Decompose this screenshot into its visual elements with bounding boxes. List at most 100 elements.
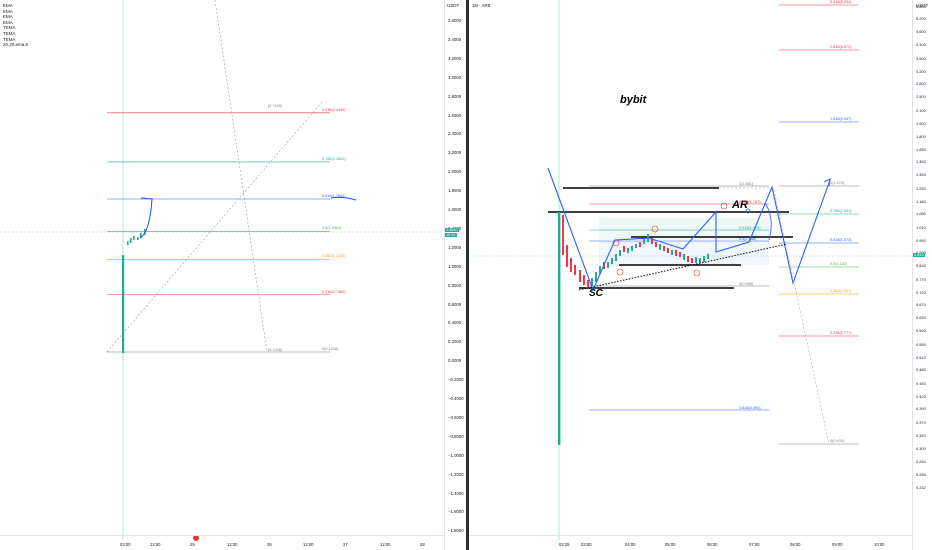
drawn-curve bbox=[764, 202, 772, 241]
price-tick: −0.4000 bbox=[448, 396, 464, 401]
left-countdown: 19:12 bbox=[445, 233, 457, 237]
candle bbox=[133, 236, 135, 240]
candle bbox=[643, 238, 645, 244]
time-tick: 03:00 bbox=[120, 542, 131, 547]
wave-point-marker-icon bbox=[612, 239, 620, 247]
right-price-axis[interactable]: USDT 5.800 5.200 4.600 4.100 3.600 3.200 2.800… bbox=[912, 0, 932, 550]
indicator-item: 20.20.ema.6 bbox=[3, 42, 29, 48]
trend-line bbox=[578, 243, 788, 291]
price-tick: −1.6000 bbox=[448, 509, 464, 515]
candle bbox=[595, 272, 597, 282]
time-tick: 07:00 bbox=[749, 542, 760, 547]
price-tick: 2.2000 bbox=[448, 150, 462, 156]
candle bbox=[663, 246, 665, 251]
price-tick: 0.300 bbox=[916, 446, 926, 451]
left-price-axis[interactable]: USDT 3.6000 3.4000 3.2000 3.0000 2.8000 2.600… bbox=[444, 0, 467, 550]
price-tick: 3.600 bbox=[916, 56, 926, 61]
fib-level-label: 0.786(2.1820) bbox=[322, 156, 346, 161]
price-tick: 0.450 bbox=[916, 381, 926, 386]
left-chart-pane[interactable]: EMA EMA EMA EMA TEMA TEMA TEMA 20.20.ema.6 0.23… bbox=[0, 0, 444, 550]
candle bbox=[655, 242, 657, 247]
price-tick: 1.450 bbox=[916, 159, 926, 164]
fib-zone bbox=[599, 218, 769, 240]
left-time-axis[interactable]: 03:00 12:00 25 12:00 26 12:00 27 12:00 28 bbox=[0, 535, 444, 550]
right-chart-canvas[interactable] bbox=[469, 0, 912, 550]
price-tick: 1.900 bbox=[916, 121, 926, 126]
candle bbox=[619, 250, 621, 256]
time-tick: 25 bbox=[190, 542, 195, 547]
fib-level-label: 0.236(0.777) bbox=[830, 331, 852, 335]
candle bbox=[583, 275, 585, 285]
indicator-item: EMA bbox=[3, 14, 13, 20]
price-tick: 3.4000 bbox=[448, 36, 462, 42]
price-tick: 4.600 bbox=[916, 29, 926, 34]
fib-level-label: 0.5(1.182) bbox=[830, 262, 848, 266]
price-tick: 0.670 bbox=[916, 302, 926, 307]
candle-big bbox=[558, 212, 561, 445]
inner-fib-label: 1(1.861) bbox=[739, 182, 754, 186]
price-tick: 2.6000 bbox=[448, 112, 462, 118]
candle bbox=[659, 244, 661, 250]
price-tick: 4.100 bbox=[916, 42, 926, 47]
candle bbox=[675, 250, 677, 256]
price-tick: −0.8000 bbox=[448, 433, 464, 439]
fib-level-label: 0.236(3.4445) bbox=[322, 107, 346, 112]
candle bbox=[607, 262, 609, 268]
fib-level-label: 0.382(1.1223) bbox=[322, 254, 346, 259]
wave-arrow-head-icon bbox=[823, 178, 831, 187]
inner-fib-label: 1.618(0.494) bbox=[739, 406, 761, 410]
price-tick: 1.0000 bbox=[448, 263, 462, 269]
drawn-curve bbox=[139, 197, 153, 239]
fib-trend-line bbox=[106, 101, 323, 353]
wave-point-marker-icon bbox=[693, 269, 701, 277]
candle bbox=[695, 257, 697, 263]
inner-fib-label: 0.5(1.466) bbox=[739, 237, 757, 241]
event-marker-icon bbox=[193, 535, 199, 541]
candle bbox=[651, 238, 653, 244]
pane-divider[interactable] bbox=[466, 0, 469, 550]
sc-label: SC bbox=[589, 288, 603, 299]
right-chart-pane[interactable]: 1M · ARB bybit AR SC 3.618(5.204) 2.618(4… bbox=[469, 0, 912, 550]
price-tick: 0.830 bbox=[916, 263, 926, 268]
left-unit-label: USDT bbox=[447, 3, 460, 8]
indicator-item: TEMA bbox=[3, 25, 16, 31]
price-tick: 0.590 bbox=[916, 328, 926, 333]
candle bbox=[703, 256, 705, 262]
indicator-item: EMA bbox=[3, 19, 13, 25]
candle bbox=[691, 258, 693, 263]
right-time-axis[interactable]: 02:25 03:00 04:00 05:00 06:00 07:00 08:00 09:00… bbox=[469, 535, 912, 550]
fib-extension-line bbox=[214, 0, 268, 353]
time-tick: 05:00 bbox=[665, 542, 676, 547]
price-tick: 1.2000 bbox=[448, 244, 462, 250]
time-tick: 26 bbox=[267, 542, 272, 547]
candle bbox=[627, 248, 629, 253]
price-tick: 2.0000 bbox=[448, 169, 462, 175]
price-tick: 3.2000 bbox=[448, 55, 462, 61]
candle bbox=[615, 254, 617, 261]
price-tick: 2.8000 bbox=[448, 93, 462, 99]
time-tick: 28 bbox=[420, 542, 425, 547]
price-tick: 2.100 bbox=[916, 108, 926, 113]
fib-level-label: 0.382(1.001) bbox=[830, 289, 852, 293]
price-tick: 2.800 bbox=[916, 81, 926, 86]
fib-level-label: 3.618(5.204) bbox=[830, 0, 852, 4]
candle bbox=[574, 265, 576, 275]
candle bbox=[683, 254, 685, 260]
price-tick: −0.6000 bbox=[448, 414, 464, 420]
wave-point-marker-icon bbox=[720, 202, 728, 210]
price-tick: 2.500 bbox=[916, 94, 926, 99]
price-tick: 1.250 bbox=[916, 186, 926, 191]
time-tick: 03:00 bbox=[581, 542, 592, 547]
time-tick: 04:00 bbox=[625, 542, 636, 547]
right-unit-label: USDT bbox=[916, 3, 929, 8]
price-tick: 1.6000 bbox=[448, 207, 462, 212]
fib-level-label: 1.618(2.947) bbox=[830, 117, 852, 121]
left-chart-canvas[interactable] bbox=[0, 0, 444, 550]
price-tick: 1.8000 bbox=[448, 188, 462, 194]
watermark-text: bybit bbox=[620, 94, 647, 106]
time-tick: 12:00 bbox=[303, 542, 314, 547]
price-tick: 1.080 bbox=[916, 211, 926, 216]
right-current-price: 1.253 bbox=[913, 253, 925, 257]
price-tick: 1.650 bbox=[916, 147, 926, 152]
symbol-label: 1M · ARB bbox=[472, 3, 491, 8]
